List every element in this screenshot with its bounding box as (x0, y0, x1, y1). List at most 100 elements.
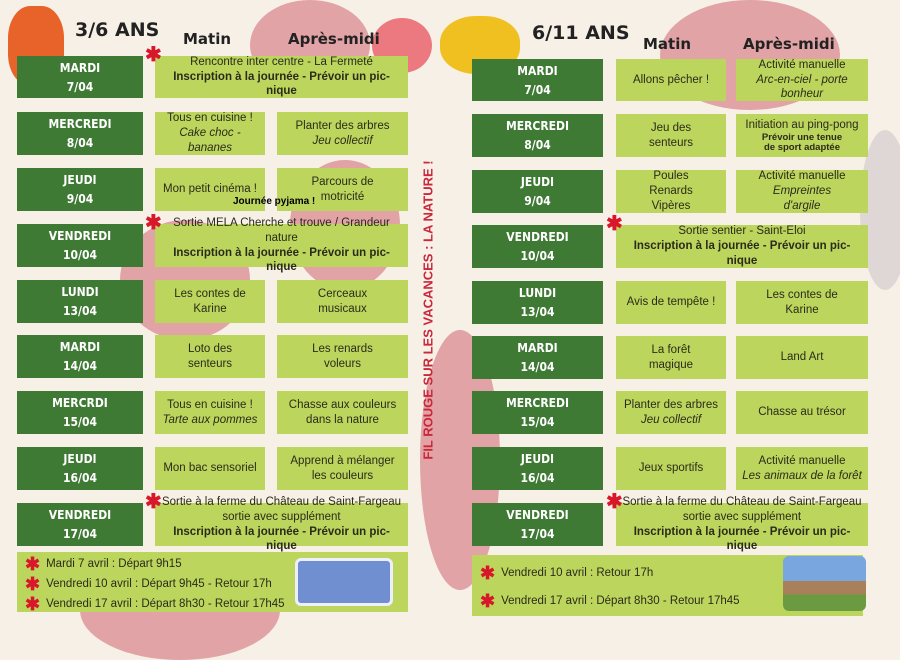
day-name: MERCREDI (48, 116, 112, 131)
day-date: 14/04 (63, 359, 97, 374)
activity-text: Les contes de (766, 288, 838, 301)
day-cell: MERCREDI 8/04 (472, 114, 603, 157)
day-name: MARDI (517, 340, 558, 355)
activity-morning: Mon petit cinéma ! (155, 168, 265, 211)
activity-afternoon: Chasse au trésor (736, 391, 868, 434)
activity-morning: Tous en cuisine ! Cake choc -bananes (155, 112, 265, 155)
activity-full-day: Sortie à la ferme du Château de Saint-Fa… (155, 496, 408, 552)
day-name: JEUDI (520, 451, 555, 466)
activity-full-day: Sortie MELA Cherche et trouve / Grandeur… (155, 217, 408, 273)
activity-text: Inscription à la journée - Prévoir un pi… (173, 246, 390, 274)
day-date: 8/04 (524, 138, 551, 153)
age-group-title: 3/6 ANS (75, 19, 160, 41)
activity-full-day: Sortie à la ferme du Château de Saint-Fa… (616, 496, 868, 552)
day-date: 9/04 (66, 192, 94, 207)
day-cell: MARDI 14/04 (17, 335, 143, 378)
day-cell: JEUDI 9/04 (17, 168, 143, 211)
day-cell: LUNDI 13/04 (17, 280, 143, 323)
activity-full-day: Rencontre inter centre - La Fermeté Inscr… (155, 56, 408, 98)
asterisk-icon: ✱ (25, 553, 41, 574)
activity-text: magique (648, 358, 694, 371)
day-cell: MARDI 7/04 (472, 59, 603, 101)
activity-afternoon: Activité manuelle Empreintes d'argile (736, 170, 868, 213)
activity-text: Planter des arbres (624, 398, 718, 411)
afternoon-header: Après-midi (743, 35, 835, 53)
activity-morning: Planter des arbres Jeu collectif (616, 391, 726, 434)
activity-text: Karine (785, 303, 819, 316)
activity-afternoon: Cerceaux musicaux (277, 280, 408, 323)
asterisk-icon: ✱ (25, 573, 41, 594)
transport-line: ✱ Vendredi 17 avril : Départ 8h30 - Retou… (25, 594, 408, 614)
day-date: 15/04 (63, 415, 97, 430)
transport-line: ✱ Mardi 7 avril : Départ 9h15 (25, 554, 408, 574)
activity-afternoon: Activité manuelle Arc-en-ciel - porte bonh… (736, 59, 868, 101)
day-name: MERCRDI (52, 395, 108, 410)
day-name: MERCREDI (505, 118, 570, 133)
activity-text: musicaux (318, 302, 367, 315)
activity-text: dans la nature (306, 413, 379, 426)
day-name: MARDI (59, 60, 101, 75)
activity-text: Vipères (651, 199, 691, 212)
day-cell: MERCRDI 15/04 (17, 391, 143, 434)
activity-text: Cake choc -bananes (179, 127, 241, 154)
activity-text: Loto des (187, 342, 233, 355)
day-name: VENDREDI (48, 228, 112, 243)
transport-line: ✱ Vendredi 10 avril : Départ 9h45 - Retou… (25, 574, 408, 594)
day-name: MARDI (59, 339, 101, 354)
day-date: 16/04 (520, 471, 555, 486)
activity-text: Mon bac sensoriel (163, 462, 257, 475)
activity-morning: Les contes de Karine (155, 280, 265, 323)
day-cell: VENDREDI 10/04 (17, 224, 143, 267)
day-cell: VENDREDI 10/04 (472, 225, 603, 268)
activity-morning: Allons pêcher ! (616, 59, 726, 101)
activity-text: Chasse aux couleurs (288, 398, 397, 411)
asterisk-icon: ✱ (606, 213, 623, 235)
activity-text: Arc-en-ciel - porte (756, 73, 848, 86)
day-cell: MARDI 14/04 (472, 336, 603, 379)
activity-text: Inscription à la journée - Prévoir un pi… (173, 70, 390, 98)
activity-text: sortie avec supplément (222, 510, 341, 523)
activity-text: senteurs (648, 136, 694, 149)
activity-text: Avis de tempête ! (626, 296, 716, 309)
activity-morning: La forêt magique (616, 336, 726, 379)
activity-morning: Jeu des senteurs (616, 114, 726, 157)
transport-line: ✱ Vendredi 17 avril : Départ 8h30 - Retou… (480, 587, 863, 615)
activity-afternoon: Initiation au ping-pong Prévoir une tenue… (736, 114, 868, 157)
transport-line: ✱ Vendredi 10 avril : Retour 17h (480, 559, 863, 587)
bus-image (295, 558, 393, 606)
activity-text: Les animaux de la forêt (742, 469, 862, 482)
activity-text: Mon petit cinéma ! (163, 183, 257, 196)
activity-morning: Poules Renards Vipères (616, 170, 726, 213)
day-name: MERCREDI (505, 395, 570, 410)
day-date: 13/04 (520, 305, 555, 320)
day-date: 8/04 (66, 136, 94, 151)
day-name: JEUDI (520, 174, 555, 189)
activity-text: Sortie à la ferme du Château de Saint-Fa… (622, 495, 862, 508)
activity-text: Jeux sportifs (638, 462, 704, 475)
transport-text: Vendredi 17 avril : Départ 8h30 - Retour… (501, 595, 740, 607)
morning-header: Matin (643, 35, 692, 53)
activity-text: Rencontre inter centre - La Fermeté (190, 55, 373, 68)
activity-text: Activité manuelle (758, 454, 846, 467)
day-date: 17/04 (63, 527, 97, 542)
activity-text: Karine (193, 302, 227, 315)
day-date: 7/04 (524, 82, 551, 97)
activity-text: Prévoir une tenue (761, 131, 843, 143)
activity-afternoon: Les renards voleurs (277, 335, 408, 378)
transport-text: Vendredi 17 avril : Départ 8h30 - Retour… (46, 598, 285, 610)
activity-text: Inscription à la journée - Prévoir un pi… (633, 525, 851, 553)
activity-afternoon: Activité manuelle Les animaux de la forêt (736, 447, 868, 490)
activity-note: Journée pyjama ! (233, 196, 316, 207)
activity-afternoon: Land Art (736, 336, 868, 379)
day-cell: VENDREDI 17/04 (17, 503, 143, 546)
activity-text: Tous en cuisine ! (167, 112, 253, 125)
activity-text: Activité manuelle (758, 58, 846, 71)
activity-text: Initiation au ping-pong (745, 118, 859, 131)
activity-text: Tous en cuisine ! (167, 398, 253, 411)
activity-afternoon: Apprend à mélanger les couleurs (277, 447, 408, 490)
activity-text: Allons pêcher ! (632, 73, 710, 86)
activity-afternoon: Les contes de Karine (736, 281, 868, 324)
theme-banner: FIL ROUGE SUR LES VACANCES : LA NATURE ! (420, 160, 436, 460)
activity-text: Les renards (312, 342, 373, 355)
day-cell: JEUDI 9/04 (472, 170, 603, 213)
